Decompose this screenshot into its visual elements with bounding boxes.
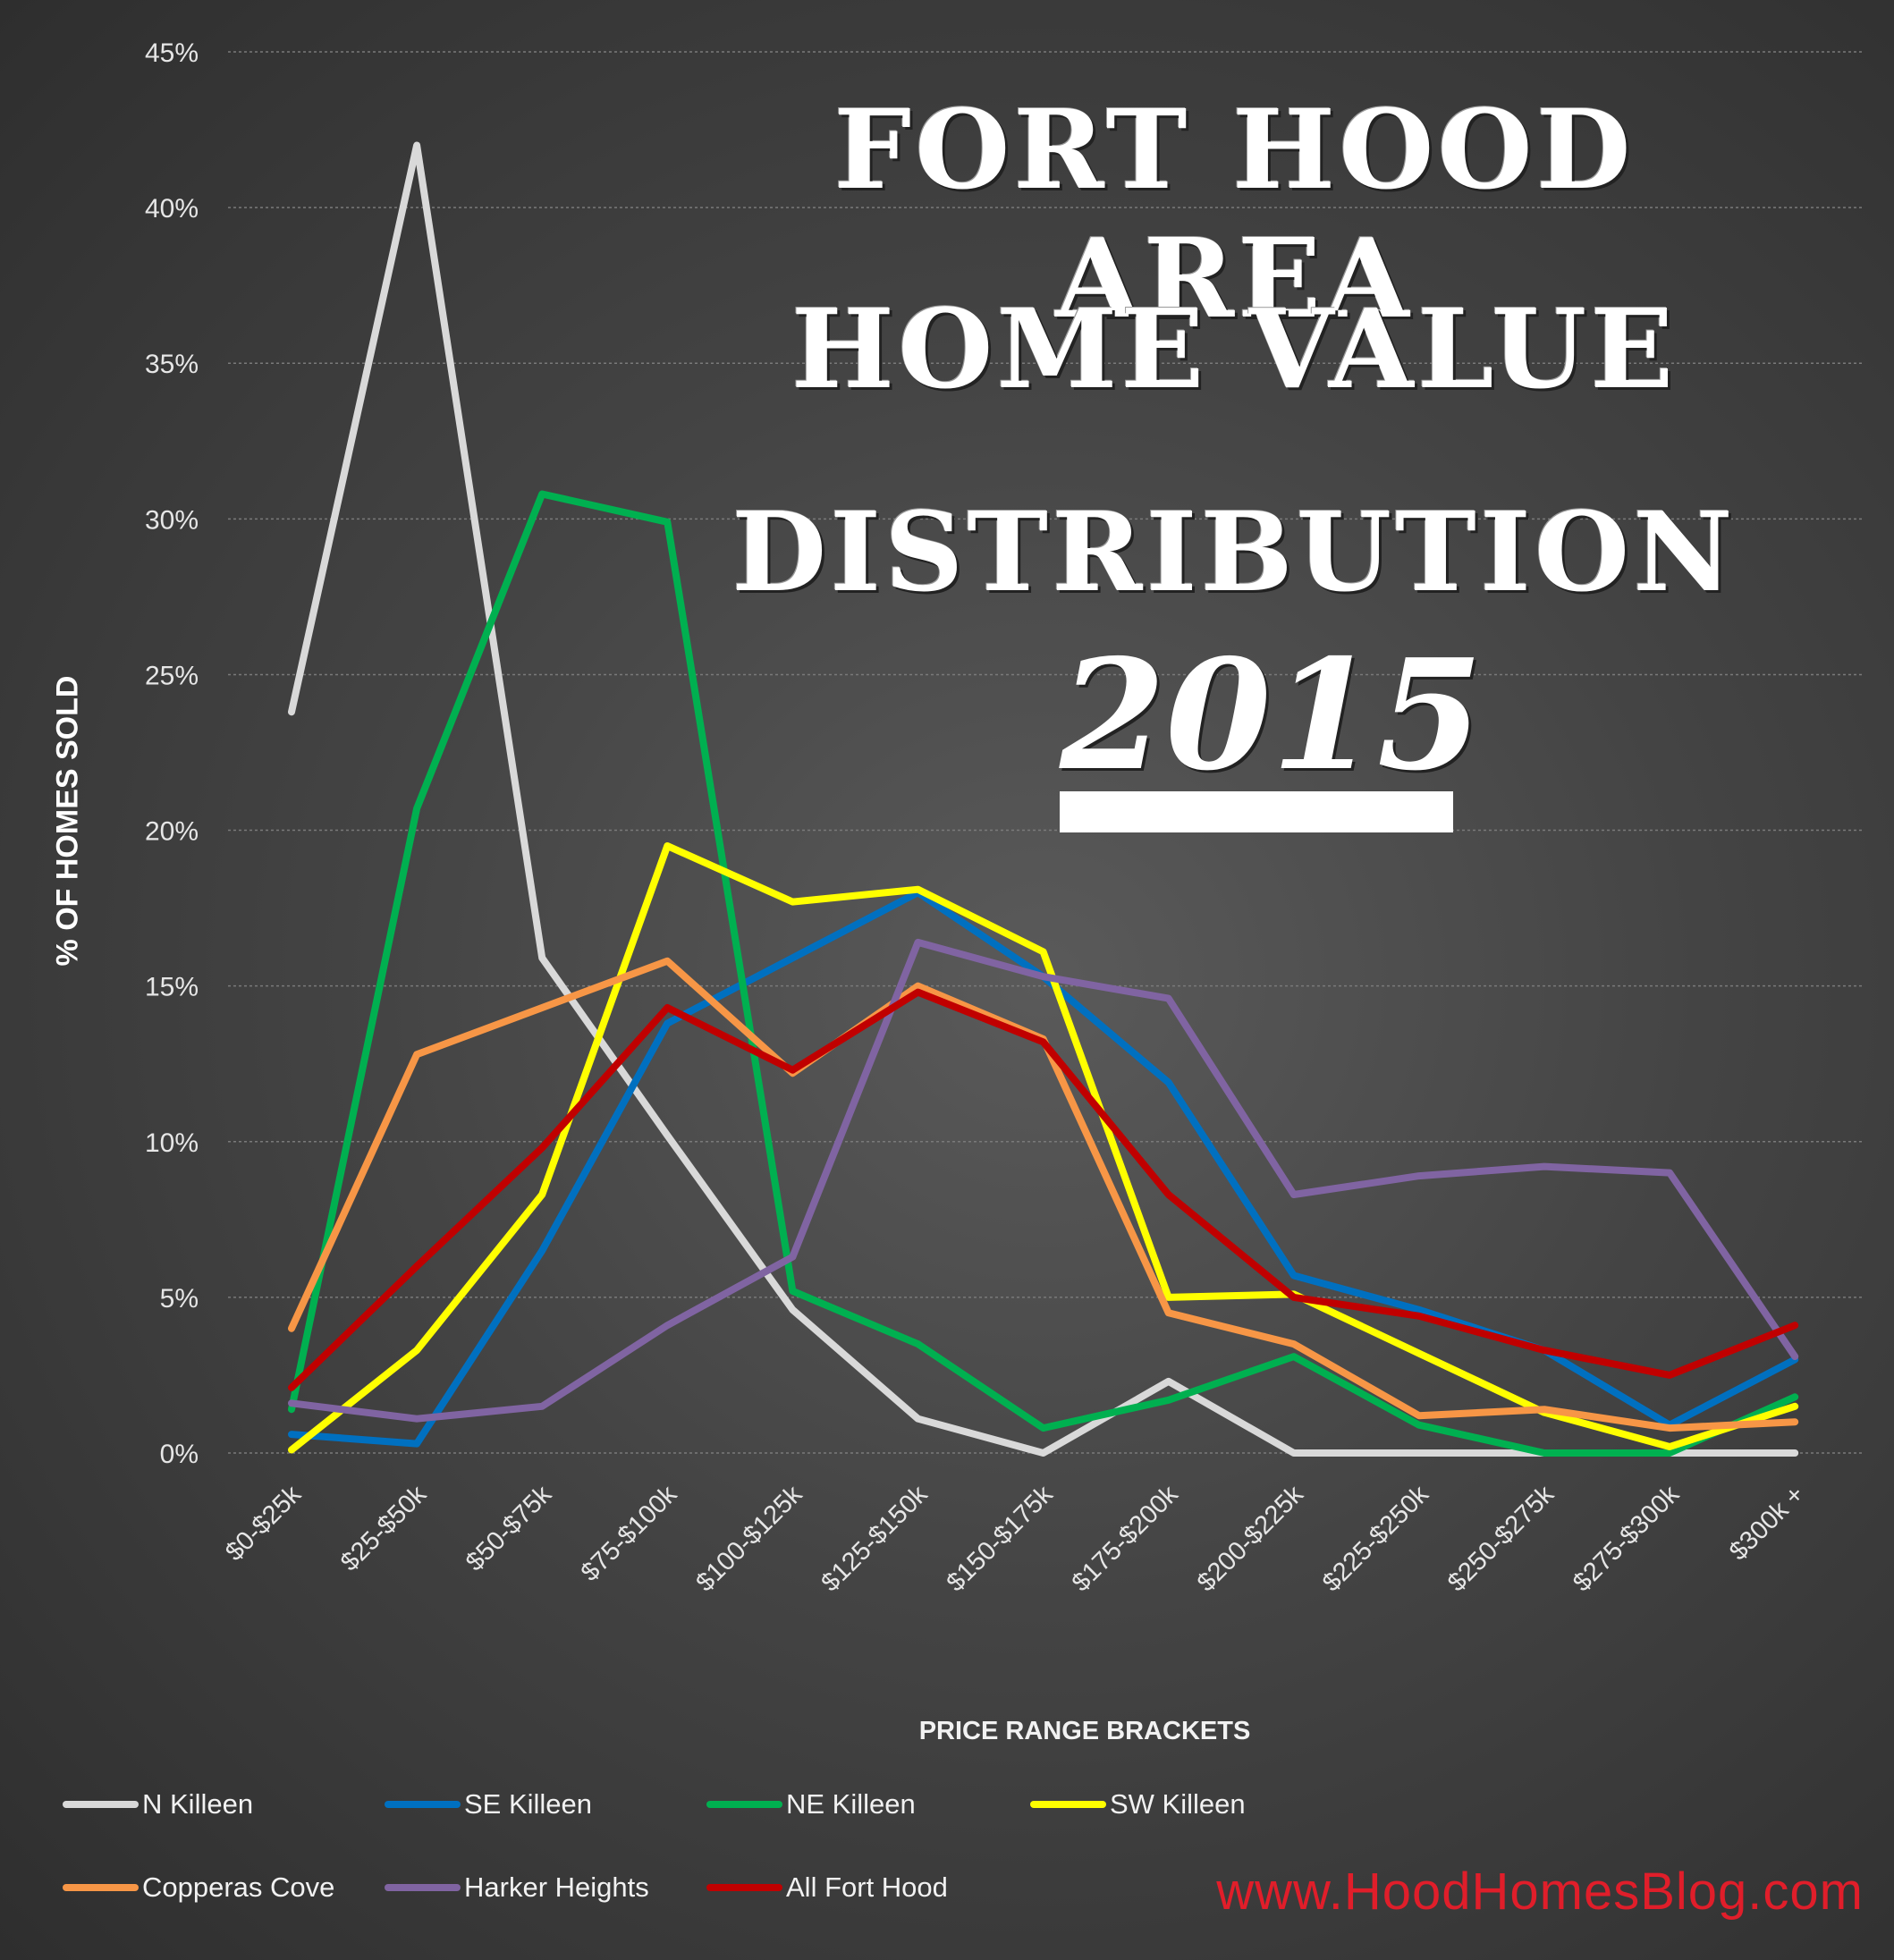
legend-swatch-harker-heights — [385, 1884, 461, 1891]
legend-swatch-se-killeen — [385, 1801, 461, 1808]
legend-label: SE Killeen — [464, 1788, 593, 1820]
legend-label: Harker Heights — [464, 1871, 649, 1903]
x-tick-label: $50-$75k — [461, 1480, 557, 1576]
legend-item-harker-heights: Harker Heights — [385, 1870, 649, 1905]
legend-label: N Killeen — [142, 1788, 254, 1820]
chart-year: 2015 — [1060, 626, 1484, 805]
x-tick-label: $0-$25k — [220, 1480, 307, 1567]
y-tick-label: 20% — [145, 817, 199, 847]
legend-label: SW Killeen — [1110, 1788, 1246, 1820]
y-tick-label: 25% — [145, 661, 199, 690]
legend-item-copperas-cove: Copperas Cove — [63, 1870, 334, 1905]
y-tick-label: 40% — [145, 194, 199, 224]
series-line-all-fort-hood — [288, 988, 1799, 1391]
legend-item-se-killeen: SE Killeen — [385, 1787, 592, 1822]
y-tick-label: 15% — [145, 973, 199, 1002]
legend-swatch-sw-killeen — [1030, 1801, 1106, 1808]
x-tick-label: $150-$175k — [942, 1480, 1059, 1597]
legend-swatch-ne-killeen — [706, 1801, 782, 1808]
legend-swatch-copperas-cove — [63, 1884, 139, 1891]
y-axis-ticks: 0% 5% 10% 15% 20% 25% 30% 35% 40% 45% — [145, 38, 199, 1469]
x-tick-label: $175-$200k — [1067, 1480, 1184, 1597]
x-tick-label: $275-$300k — [1568, 1480, 1685, 1597]
series-lines — [288, 141, 1799, 1457]
x-tick-label: $225-$250k — [1317, 1480, 1434, 1597]
y-tick-label: 35% — [145, 350, 199, 379]
series-line-sw-killeen — [288, 842, 1799, 1454]
y-tick-label: 0% — [160, 1440, 199, 1469]
legend-label: All Fort Hood — [786, 1871, 948, 1903]
year-underline-bar — [1060, 791, 1453, 832]
x-axis-title: PRICE RANGE BRACKETS — [918, 1717, 1251, 1745]
legend-label: NE Killeen — [786, 1788, 916, 1820]
y-tick-label: 10% — [145, 1128, 199, 1158]
x-tick-label: $25-$50k — [335, 1480, 432, 1576]
x-tick-label: $75-$100k — [576, 1480, 683, 1587]
legend-swatch-n-killeen — [63, 1801, 139, 1808]
legend-item-n-killeen: N Killeen — [63, 1787, 253, 1822]
y-tick-label: 30% — [145, 505, 199, 535]
gridlines — [228, 51, 1864, 1454]
legend-swatch-all-fort-hood — [706, 1884, 782, 1891]
chart-title-line-1: Fort Hood Area — [833, 85, 1635, 342]
x-tick-label: $250-$275k — [1442, 1480, 1560, 1597]
x-tick-label: $300k + — [1724, 1480, 1810, 1566]
chart-title-line-2: Home Value — [791, 284, 1678, 413]
y-tick-label: 45% — [145, 38, 199, 68]
x-tick-label: $200-$225k — [1192, 1480, 1309, 1597]
chart-title-line-3: Distribution — [731, 487, 1737, 616]
y-axis-title: % OF HOMES SOLD — [50, 675, 85, 967]
series-line-harker-heights — [288, 938, 1799, 1423]
series-line-ne-killeen — [288, 490, 1799, 1457]
legend-item-all-fort-hood: All Fort Hood — [706, 1870, 948, 1905]
legend-item-sw-killeen: SW Killeen — [1030, 1787, 1246, 1822]
y-tick-label: 5% — [160, 1284, 199, 1314]
legend-item-ne-killeen: NE Killeen — [706, 1787, 916, 1822]
x-tick-label: $125-$150k — [816, 1480, 934, 1597]
x-axis-ticks: $0-$25k $25-$50k $50-$75k $75-$100k $100-$12… — [220, 1480, 1810, 1597]
legend-label: Copperas Cove — [142, 1871, 335, 1903]
website-link[interactable]: www.HoodHomesBlog.com — [1216, 1863, 1864, 1921]
x-tick-label: $100-$125k — [690, 1480, 807, 1597]
